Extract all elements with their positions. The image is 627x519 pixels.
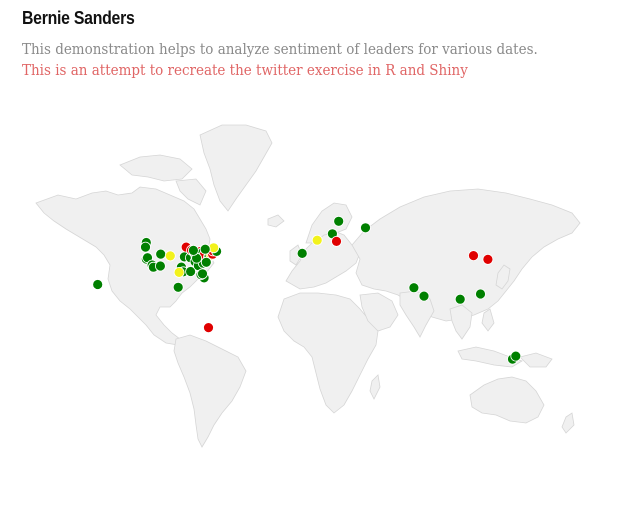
landmasses — [35, 124, 581, 448]
page-title: Bernie Sanders — [22, 8, 135, 28]
marker-positive[interactable] — [408, 282, 420, 294]
marker-positive[interactable] — [418, 290, 430, 302]
land-north-america — [35, 186, 215, 346]
land-new-zealand — [561, 412, 575, 434]
sentiment-markers[interactable] — [92, 215, 522, 365]
land-arabia — [359, 292, 399, 332]
marker-positive[interactable] — [200, 256, 212, 268]
marker-positive[interactable] — [185, 266, 197, 277]
page-subtitle: This demonstration helps to analyze sent… — [22, 42, 538, 58]
land-greenland — [199, 124, 273, 212]
land-iceland — [267, 214, 285, 228]
marker-positive[interactable] — [172, 281, 184, 293]
world-map-svg[interactable] — [0, 95, 627, 495]
marker-positive[interactable] — [510, 350, 522, 362]
land-south-america — [173, 334, 247, 448]
land-australia — [469, 376, 545, 424]
marker-positive[interactable] — [199, 243, 211, 255]
marker-neutral[interactable] — [311, 234, 323, 246]
marker-positive[interactable] — [92, 279, 104, 290]
marker-neutral[interactable] — [164, 250, 176, 262]
land-africa — [277, 292, 379, 414]
marker-positive[interactable] — [197, 268, 208, 280]
marker-negative[interactable] — [331, 235, 342, 247]
marker-positive[interactable] — [187, 244, 199, 256]
land-madagascar — [369, 374, 381, 400]
marker-neutral[interactable] — [173, 266, 185, 278]
marker-positive[interactable] — [155, 248, 167, 260]
land-philippines — [481, 308, 495, 332]
land-indonesia — [457, 346, 523, 368]
page-subtitle-note: This is an attempt to recreate the twitt… — [22, 63, 468, 79]
marker-negative[interactable] — [203, 322, 214, 334]
marker-positive[interactable] — [454, 293, 466, 305]
marker-positive[interactable] — [140, 241, 151, 253]
land-japan — [495, 264, 511, 290]
land-baffin — [175, 178, 207, 206]
world-map[interactable] — [0, 95, 627, 495]
land-arctic-islands — [119, 154, 193, 182]
marker-positive[interactable] — [475, 288, 486, 300]
land-indochina — [449, 304, 473, 340]
marker-negative[interactable] — [468, 250, 479, 262]
marker-positive[interactable] — [333, 215, 345, 227]
marker-positive[interactable] — [360, 222, 371, 234]
land-new-guinea — [519, 352, 553, 368]
marker-positive[interactable] — [154, 260, 166, 272]
marker-negative[interactable] — [482, 253, 494, 265]
marker-positive[interactable] — [296, 247, 308, 259]
